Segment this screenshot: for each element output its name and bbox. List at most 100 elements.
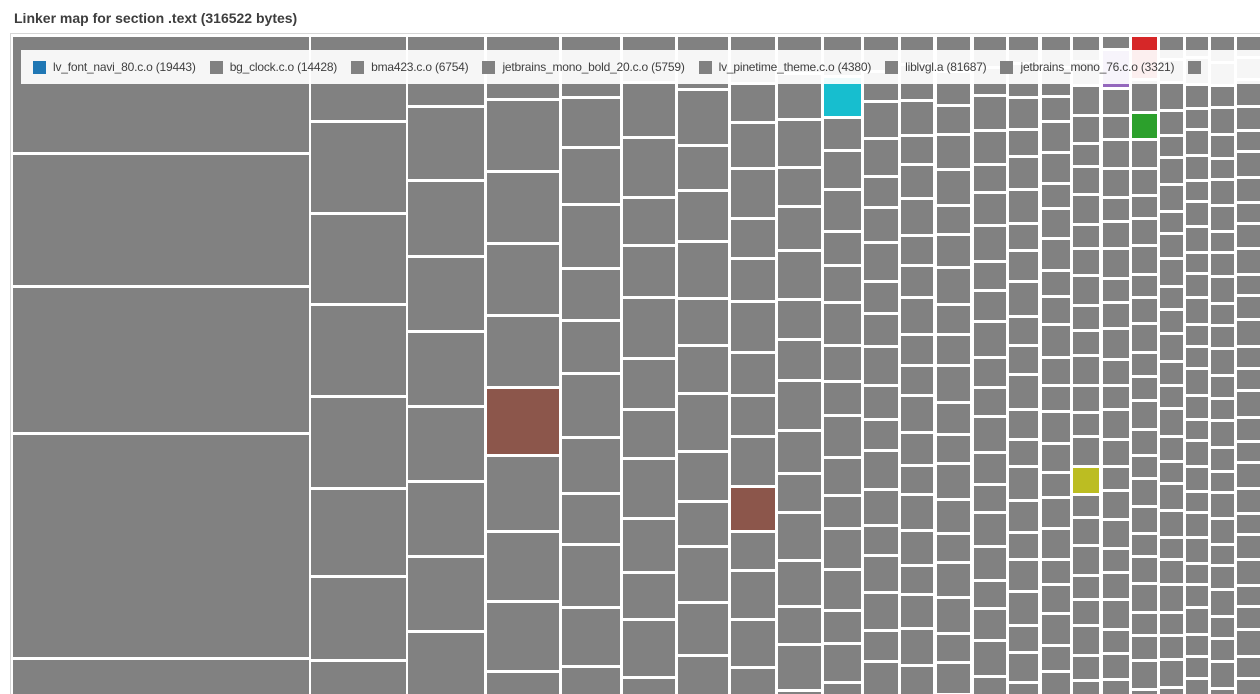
- treemap-cell[interactable]: [623, 411, 675, 457]
- treemap-cell[interactable]: [864, 209, 898, 241]
- treemap-cell[interactable]: [1186, 86, 1208, 107]
- treemap-cell[interactable]: [1211, 591, 1234, 615]
- treemap-cell[interactable]: [1237, 108, 1260, 129]
- treemap-cell[interactable]: [1009, 684, 1038, 694]
- treemap-cell[interactable]: [1042, 98, 1070, 120]
- treemap-cell[interactable]: [1132, 81, 1157, 111]
- treemap-cell[interactable]: [678, 91, 728, 144]
- treemap-cell[interactable]: [1160, 410, 1183, 435]
- treemap-cell[interactable]: [1160, 159, 1183, 183]
- treemap-cell[interactable]: [678, 243, 728, 297]
- treemap-cell[interactable]: [623, 139, 675, 196]
- treemap-cell[interactable]: [1132, 691, 1157, 694]
- treemap-cell[interactable]: [1160, 186, 1183, 210]
- treemap-cell[interactable]: [487, 457, 559, 530]
- treemap-cell[interactable]: [864, 283, 898, 312]
- treemap-cell[interactable]: [1103, 601, 1129, 628]
- treemap-cell[interactable]: [1237, 179, 1260, 201]
- treemap-cell[interactable]: [1160, 363, 1183, 384]
- treemap-cell[interactable]: [901, 532, 933, 564]
- treemap-cell[interactable]: [864, 557, 898, 591]
- treemap-cell[interactable]: [311, 306, 406, 395]
- treemap-cell[interactable]: [1132, 585, 1157, 611]
- treemap-cell[interactable]: [1211, 233, 1234, 251]
- treemap-cell[interactable]: [1186, 110, 1208, 128]
- treemap-cell[interactable]: [864, 315, 898, 345]
- treemap-cell[interactable]: [623, 621, 675, 676]
- treemap-cell[interactable]: [1186, 397, 1208, 418]
- treemap-cell[interactable]: [1042, 615, 1070, 644]
- treemap-cell-highlight[interactable]: [824, 78, 861, 116]
- treemap-cell[interactable]: [1211, 400, 1234, 419]
- treemap-cell[interactable]: [824, 152, 861, 188]
- treemap-cell[interactable]: [1073, 387, 1099, 411]
- treemap-cell[interactable]: [1186, 609, 1208, 633]
- treemap-cell[interactable]: [1160, 614, 1183, 634]
- treemap-cell[interactable]: [1009, 627, 1038, 651]
- legend-item[interactable]: lv_pinetime_theme.c.o (4380): [698, 60, 871, 74]
- treemap-cell[interactable]: [1132, 220, 1157, 244]
- treemap-cell[interactable]: [487, 173, 559, 242]
- treemap-cell[interactable]: [1073, 519, 1099, 544]
- treemap-cell[interactable]: [824, 347, 861, 380]
- treemap-cell[interactable]: [1186, 636, 1208, 655]
- treemap-cell[interactable]: [1160, 661, 1183, 686]
- treemap-cell[interactable]: [1211, 663, 1234, 687]
- treemap-cell[interactable]: [1237, 490, 1260, 512]
- treemap-cell[interactable]: [1186, 157, 1208, 179]
- treemap-cell[interactable]: [1073, 226, 1099, 247]
- treemap-cell[interactable]: [1103, 468, 1129, 489]
- treemap-cell[interactable]: [678, 548, 728, 601]
- treemap-cell[interactable]: [1237, 536, 1260, 558]
- treemap-cell[interactable]: [901, 496, 933, 529]
- treemap-cell[interactable]: [901, 434, 933, 464]
- treemap-cell[interactable]: [1160, 438, 1183, 460]
- treemap-cell[interactable]: [901, 367, 933, 394]
- treemap-cell[interactable]: [1073, 332, 1099, 354]
- treemap-cell[interactable]: [1211, 87, 1234, 106]
- treemap-cell[interactable]: [937, 336, 970, 364]
- treemap-cell[interactable]: [311, 662, 406, 694]
- treemap-cell[interactable]: [1160, 112, 1183, 134]
- treemap-cell[interactable]: [1042, 240, 1070, 269]
- treemap-cell[interactable]: [1186, 370, 1208, 394]
- treemap-cell[interactable]: [1237, 443, 1260, 461]
- treemap-cell[interactable]: [901, 336, 933, 364]
- treemap-cell[interactable]: [1009, 131, 1038, 155]
- treemap-cell[interactable]: [1186, 203, 1208, 225]
- treemap-cell[interactable]: [1042, 445, 1070, 471]
- treemap-cell[interactable]: [1211, 136, 1234, 157]
- treemap-cell[interactable]: [623, 460, 675, 517]
- legend-item[interactable]: lv_font_navi_80.c.o (19443): [33, 60, 196, 74]
- treemap-cell[interactable]: [1009, 191, 1038, 222]
- treemap-cell[interactable]: [1132, 508, 1157, 532]
- treemap-cell[interactable]: [678, 395, 728, 450]
- treemap-cell[interactable]: [731, 303, 775, 351]
- treemap-cell[interactable]: [974, 166, 1006, 191]
- treemap-cell-highlight[interactable]: [1073, 468, 1099, 493]
- treemap-cell[interactable]: [311, 490, 406, 575]
- treemap-cell[interactable]: [1073, 601, 1099, 624]
- treemap-cell[interactable]: [864, 140, 898, 175]
- treemap-cell[interactable]: [678, 300, 728, 344]
- treemap-cell[interactable]: [1237, 631, 1260, 655]
- treemap-cell[interactable]: [1211, 473, 1234, 491]
- treemap-cell[interactable]: [974, 263, 1006, 289]
- treemap-cell[interactable]: [1103, 631, 1129, 652]
- treemap-cell[interactable]: [1009, 225, 1038, 249]
- treemap-cell[interactable]: [974, 292, 1006, 320]
- treemap-cell[interactable]: [824, 191, 861, 230]
- treemap-cell[interactable]: [1186, 565, 1208, 583]
- treemap-cell[interactable]: [974, 389, 1006, 415]
- treemap-cell[interactable]: [1211, 109, 1234, 133]
- treemap-cell[interactable]: [562, 99, 620, 146]
- treemap-cell[interactable]: [1042, 561, 1070, 583]
- treemap-cell[interactable]: [1009, 318, 1038, 344]
- treemap-cell[interactable]: [1160, 213, 1183, 232]
- treemap-cell[interactable]: [562, 322, 620, 372]
- treemap-cell[interactable]: [1073, 577, 1099, 598]
- treemap-cell[interactable]: [1042, 673, 1070, 694]
- treemap-cell[interactable]: [824, 530, 861, 568]
- treemap-cell[interactable]: [974, 227, 1006, 260]
- treemap-cell[interactable]: [13, 435, 309, 657]
